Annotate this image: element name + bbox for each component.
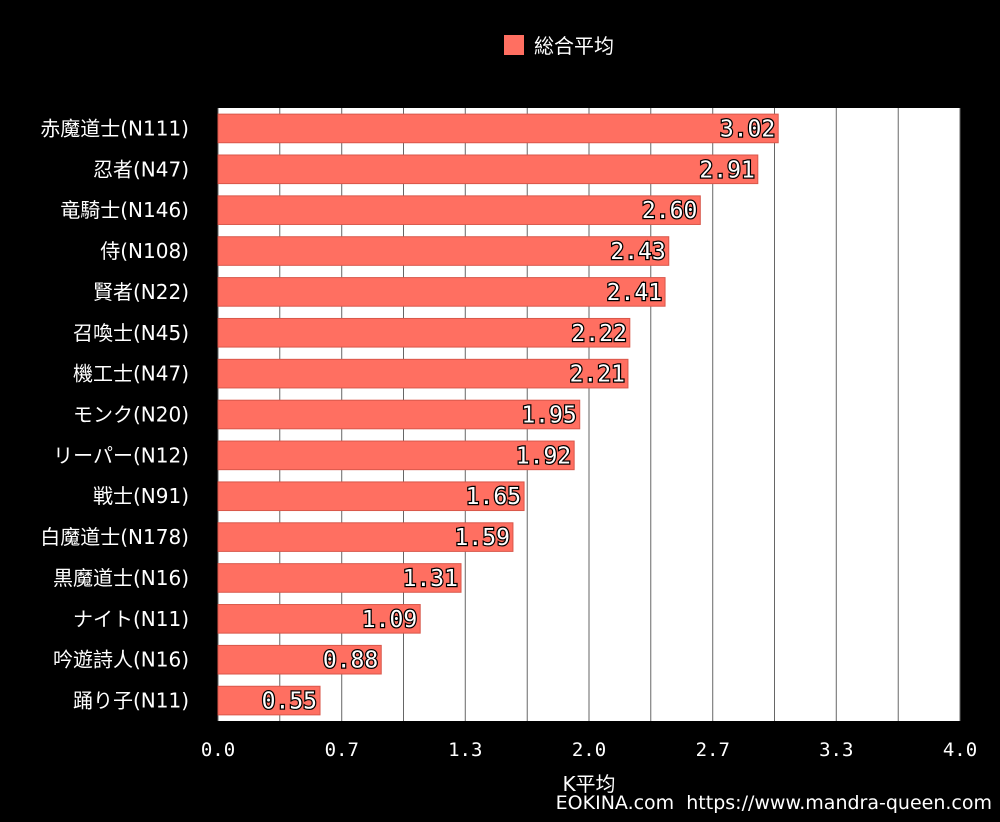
bar: [217, 113, 779, 144]
x-tick-label: 0.7: [325, 739, 359, 761]
bar: [217, 481, 525, 512]
legend-label: 総合平均: [534, 34, 614, 58]
category-label: モンク(N20): [73, 403, 189, 427]
bar: [217, 440, 575, 471]
bar: [217, 685, 321, 716]
footer-credit: EOKINA.com https://www.mandra-queen.com: [555, 792, 992, 814]
category-label: 戦士(N91): [93, 484, 189, 508]
x-tick-label: 4.0: [943, 739, 977, 761]
legend-swatch: [504, 34, 524, 55]
bar-value-label: 3.02: [720, 116, 775, 142]
x-axis-title: K平均: [562, 772, 615, 796]
category-label: リーパー(N12): [53, 443, 189, 467]
x-tick-label: 2.7: [696, 739, 730, 761]
x-tick-label: 1.3: [448, 739, 482, 761]
category-label: 忍者(N47): [93, 157, 189, 181]
category-label: 黒魔道士(N16): [53, 566, 189, 590]
x-tick-label: 3.3: [819, 739, 853, 761]
bar-value-label: 1.95: [521, 403, 576, 429]
bar: [217, 277, 666, 307]
bar: [217, 644, 382, 675]
bar-value-label: 1.59: [455, 525, 510, 551]
category-label: 召喚士(N45): [73, 321, 189, 345]
bar-value-label: 2.60: [642, 198, 697, 224]
category-label: 機工士(N47): [73, 362, 189, 386]
bar: [217, 236, 670, 266]
category-label: ナイト(N11): [73, 607, 189, 631]
category-labels: 赤魔道士(N111) 忍者(N47) 竜騎士(N146) 侍(N108) 賢者(N22)…: [40, 116, 189, 712]
bar-value-label: 1.31: [403, 566, 458, 592]
bar-value-label: 1.09: [362, 607, 417, 633]
bar: [217, 358, 629, 389]
bar-value-label: 2.43: [610, 239, 665, 265]
category-label: 竜騎士(N146): [60, 198, 189, 222]
bar: [217, 522, 514, 552]
x-tick-labels: 0.0 0.7 1.3 2.0 2.7 3.3 4.0: [201, 739, 977, 761]
bar: [217, 195, 701, 225]
bar-value-label: 2.22: [571, 321, 626, 347]
bar-value-label: 2.91: [699, 157, 754, 183]
bar: [217, 399, 581, 430]
x-tick-label: 2.0: [572, 739, 606, 761]
bar: [217, 604, 421, 634]
category-label: 侍(N108): [100, 239, 189, 263]
bar-value-label: 0.55: [262, 689, 317, 715]
bar-value-label: 0.88: [323, 648, 378, 674]
bar-value-label: 2.21: [570, 362, 625, 388]
bar: [217, 154, 759, 185]
bar: [217, 563, 462, 593]
category-label: 赤魔道士(N111): [40, 116, 189, 140]
bar: [217, 317, 631, 348]
x-tick-label: 0.0: [201, 739, 235, 761]
bars: 3.02 2.912.60 2.43 2.41 2.22 2.21 1.95 1.92 1.65…: [217, 113, 779, 716]
bar-value-label: 1.92: [516, 443, 571, 469]
category-label: 踊り子(N11): [73, 689, 189, 713]
category-label: 吟遊詩人(N16): [53, 648, 189, 672]
bar-value-label: 1.65: [466, 484, 521, 510]
category-label: 白魔道士(N178): [40, 525, 189, 549]
category-label: 賢者(N22): [93, 280, 189, 304]
bar-value-label: 2.41: [607, 280, 662, 306]
legend: 総合平均: [504, 30, 614, 59]
